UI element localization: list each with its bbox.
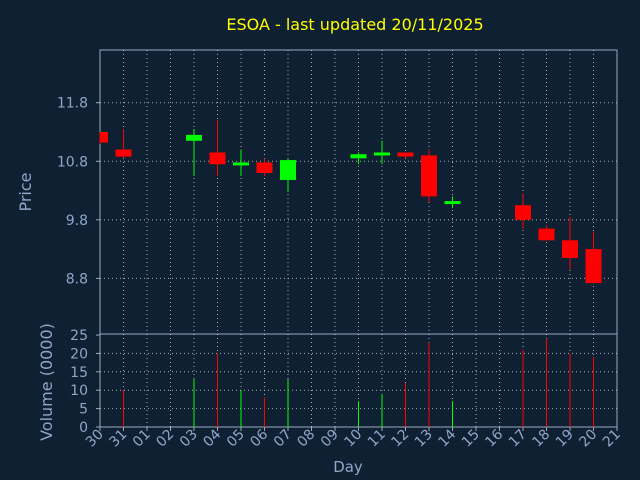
- price-axis-label: Price: [16, 172, 35, 211]
- candle-body: [515, 205, 531, 220]
- candle-body: [350, 154, 367, 159]
- candle-body: [585, 249, 602, 284]
- price-tick-label: 10.8: [57, 154, 88, 170]
- price-tick-label: 9.8: [66, 213, 88, 229]
- candle-body: [397, 152, 414, 157]
- candle-body: [280, 160, 296, 180]
- candle-body: [233, 162, 249, 166]
- price-tick-label: 11.8: [57, 96, 88, 112]
- candle-body: [374, 152, 390, 156]
- candle-body: [444, 201, 461, 205]
- price-panel: 8.8 9.8 10.8 11.8: [57, 49, 618, 335]
- volume-axis-label: Volume (0000): [37, 323, 56, 441]
- volume-tick-label: 0: [79, 420, 88, 436]
- x-axis: 30 31 01 02 03 04 05 06 07 08 09 10 11 12 13 14 15 16 17 18…: [83, 426, 624, 450]
- x-axis-label: Day: [333, 458, 363, 476]
- candle-body: [421, 155, 437, 197]
- candle-body: [100, 131, 108, 143]
- volume-panel: 0 5 10 15 20 25: [70, 328, 618, 436]
- volume-tick-label: 10: [70, 383, 88, 399]
- candle-body: [186, 134, 202, 141]
- candle-body: [256, 162, 273, 173]
- volume-tick-label: 20: [70, 346, 88, 362]
- candle-body: [115, 149, 132, 157]
- price-tick-label: 8.8: [66, 271, 88, 287]
- candle-body: [209, 152, 226, 165]
- candle-body: [538, 228, 555, 241]
- chart-title: ESOA - last updated 20/11/2025: [226, 15, 483, 34]
- candle-body: [562, 240, 578, 258]
- volume-tick-label: 25: [70, 328, 88, 344]
- price-plot-area: [99, 49, 618, 335]
- volume-tick-label: 5: [79, 402, 88, 418]
- volume-tick-label: 15: [70, 365, 88, 381]
